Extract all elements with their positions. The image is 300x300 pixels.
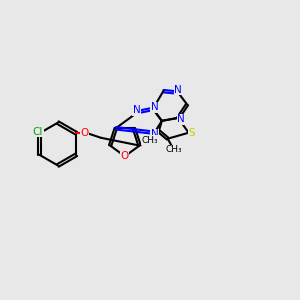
Text: Cl: Cl	[33, 127, 43, 137]
Text: CH₃: CH₃	[141, 136, 158, 145]
Text: N: N	[174, 85, 182, 94]
Text: CH₃: CH₃	[165, 146, 182, 154]
Text: S: S	[189, 128, 196, 138]
Text: O: O	[121, 151, 129, 161]
Text: O: O	[81, 128, 89, 138]
Text: N: N	[151, 103, 158, 112]
Text: N: N	[133, 105, 140, 116]
Text: N: N	[177, 114, 185, 124]
Text: N: N	[151, 129, 158, 139]
